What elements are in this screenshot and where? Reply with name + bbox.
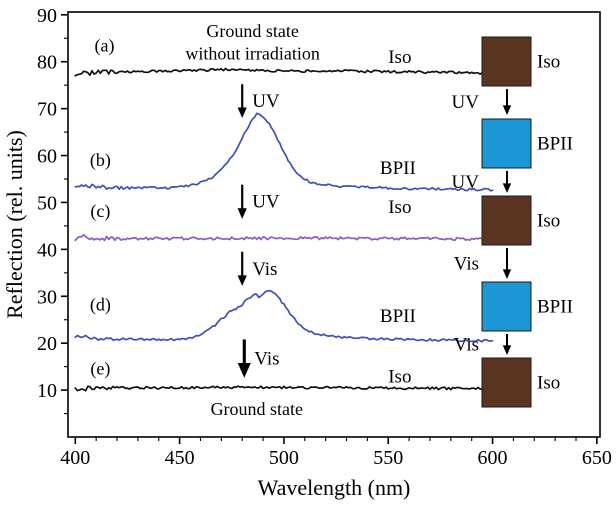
series-label: (d) [90,295,111,316]
y-tick-label: 80 [37,52,57,74]
state-square-label: BPII [537,297,573,318]
series-b-curve [74,112,494,192]
state-square-bpii [481,118,532,169]
annotation-text: without irradiation [185,43,319,63]
y-tick-label: 70 [37,99,57,121]
y-tick-label: 40 [37,239,57,261]
arrow-label: Vis [252,259,277,280]
y-axis-label: Reflection (rel. units) [2,130,27,319]
phase-label: Iso [388,197,411,218]
state-square-label: Iso [537,211,560,232]
panel-arrow-head [502,345,512,355]
panel-arrow-head [502,269,512,279]
panel-arrow-head [502,183,512,193]
y-tick-label: 20 [37,333,57,355]
panel-arrow-head [502,105,512,115]
y-tick-label: 50 [37,192,57,214]
arrow-label: UV [252,192,280,213]
vis-arrow-head [237,363,251,378]
x-tick-label: 650 [582,447,612,469]
vis-arrow-head [237,275,247,286]
state-square-bpii [481,281,532,332]
state-square-label: Iso [537,52,560,73]
state-square-iso [481,195,532,246]
phase-label: Iso [388,366,411,387]
state-square-label: BPII [537,134,573,155]
phase-label: Iso [388,47,411,68]
series-d-curve [74,289,494,343]
x-tick-label: 450 [165,447,195,469]
x-tick-label: 600 [478,447,508,469]
phase-label: BPII [380,306,416,327]
state-square-iso [481,36,532,87]
state-square-label: Iso [537,373,560,394]
y-tick-label: 90 [37,5,57,27]
series-c-curve [74,233,494,242]
uv-arrow-head [237,107,247,119]
panel-arrow-label: Vis [454,335,479,356]
panel-arrow-label: UV [452,172,480,193]
series-label: (a) [95,35,115,56]
plot-frame [67,11,601,438]
annotation-text: Ground state [211,399,303,419]
series-a-curve [74,67,494,77]
series-e-curve [74,385,494,392]
series-label: (c) [90,201,110,222]
x-tick-label: 400 [60,447,90,469]
series-label: (e) [90,359,110,380]
state-square-iso [481,357,532,408]
uv-arrow-head [237,208,247,219]
annotation-text: Ground state [206,21,298,41]
arrow-label: Vis [254,349,279,370]
y-tick-label: 30 [37,286,57,308]
panel-arrow-label: UV [452,92,480,113]
x-axis-label: Wavelength (nm) [258,475,411,500]
arrow-label: UV [252,91,280,112]
x-tick-label: 500 [269,447,299,469]
panel-arrow-label: Vis [454,254,479,275]
x-tick-label: 550 [373,447,403,469]
series-label: (b) [90,150,111,171]
y-tick-label: 10 [37,380,57,402]
phase-label: BPII [380,158,416,179]
y-tick-label: 60 [37,146,57,168]
